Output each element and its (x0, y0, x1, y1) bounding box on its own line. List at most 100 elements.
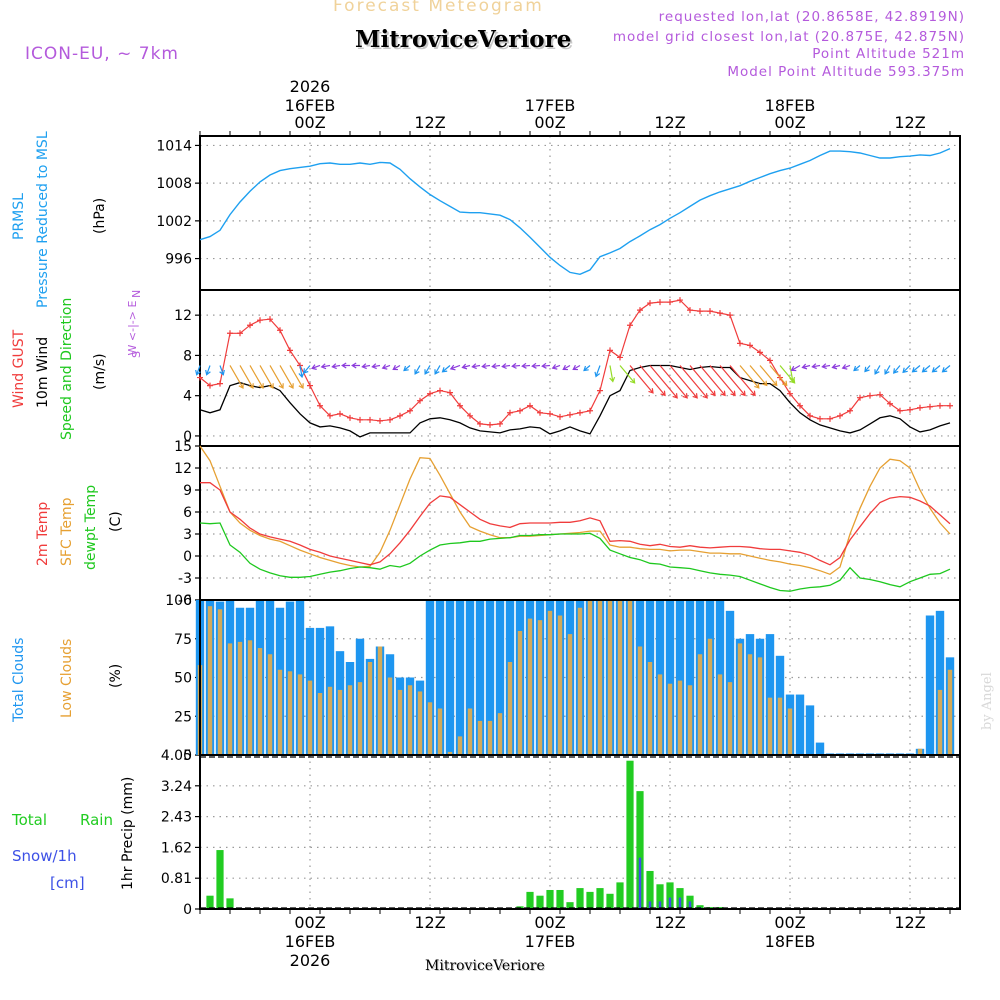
wind-gust-marker (887, 400, 893, 407)
total-cloud-bar (495, 600, 505, 755)
wind-direction-arrow (649, 365, 678, 399)
wind-gust-marker (717, 310, 723, 317)
wind-direction-arrow (679, 365, 708, 399)
pressure-frame (199, 135, 961, 291)
wind-gust-line (199, 299, 950, 426)
wind-gust-marker (377, 417, 383, 424)
pressure-line (199, 147, 951, 276)
y-tick-label: 12 (174, 308, 192, 324)
rain-bar (226, 898, 234, 909)
wind-gust-marker (547, 410, 553, 417)
temperature-panel: -6 -3 0 3 6 9 12 15 (174, 439, 961, 609)
wind-direction-arrow (759, 365, 778, 387)
total-cloud-bar (315, 627, 325, 755)
snow-bar (668, 897, 672, 909)
wind-direction-arrow (521, 362, 531, 369)
low-cloud-bar (437, 708, 443, 755)
wind-gust-marker (567, 411, 573, 418)
wind-gust-marker (437, 387, 443, 394)
rain-bar (626, 760, 634, 909)
rain-bar (216, 850, 224, 909)
rain-bar (666, 882, 674, 909)
wind-direction-arrow (659, 365, 688, 399)
snow-bar (638, 857, 642, 909)
rain-bar (596, 888, 604, 909)
low-cloud-bar (477, 720, 483, 755)
wind-gust-marker (417, 397, 423, 404)
rain-bar (636, 791, 644, 909)
wind-gust-marker (947, 402, 953, 409)
bottom-time-label: 17FEB (525, 932, 576, 951)
wind-direction-arrow (729, 365, 756, 397)
low-cloud-bar (387, 677, 393, 755)
low-cloud-bar (767, 697, 773, 755)
t2m-line (200, 482, 951, 566)
low-cloud-bar (587, 600, 593, 755)
total-cloud-bar (475, 600, 485, 755)
bottom-time-label: 18FEB (765, 932, 816, 951)
wind-direction-arrow (841, 364, 851, 370)
wind-direction-arrow (769, 365, 788, 387)
wind-direction-arrow (821, 363, 831, 370)
bottom-time-label: 2026 (290, 951, 331, 970)
wind-gust-marker (477, 420, 483, 427)
bottom-station-label: MitroviceVeriore (425, 958, 545, 974)
wind-direction-arrow (541, 362, 551, 369)
wind-direction-arrow (331, 363, 341, 370)
y-tick-label: 0 (183, 549, 192, 565)
wind-direction-arrow (884, 365, 891, 375)
wind-gust-marker (527, 402, 533, 409)
wind-gust-marker (237, 330, 243, 337)
total-cloud-bar (485, 600, 495, 755)
total-cloud-bar (685, 600, 695, 755)
low-cloud-bar (417, 691, 423, 755)
rain-bar (606, 893, 614, 909)
wind-speed-line (199, 364, 951, 438)
wind-direction-arrow (699, 365, 726, 397)
wind-direction-arrow (249, 365, 264, 389)
low-cloud-bar (497, 713, 503, 755)
precip-frame-overlay (199, 754, 961, 910)
wind-gust-marker (907, 406, 913, 413)
low-cloud-bar (467, 708, 473, 755)
pressure-label-long: Pressure Reduced to MSL (35, 131, 51, 308)
low-cloud-bar (737, 643, 743, 755)
wind-gust-marker (447, 389, 453, 396)
total-cloud-bar (675, 600, 685, 755)
wind-gust-marker (847, 407, 853, 414)
wind-gust-marker (877, 391, 883, 398)
wind-speed-label: 10m Wind (35, 337, 51, 408)
wind-direction-arrow (481, 363, 491, 370)
snow-bar (688, 901, 692, 909)
y-tick-label: 25 (174, 709, 192, 725)
low-cloud-bar (787, 708, 793, 755)
wind-gust-marker (247, 322, 253, 329)
wind-gust-marker (507, 409, 513, 416)
bottom-time-label: 00Z (294, 913, 325, 932)
low-cloud-bar (257, 648, 263, 755)
low-cloud-bar (717, 674, 723, 755)
y-tick-label: 4.05 (161, 748, 192, 764)
low-cloud-bar (647, 662, 653, 755)
wind-gust-marker (767, 357, 773, 364)
low-cloud-bar (627, 600, 633, 755)
wind-gust-marker (407, 407, 413, 414)
low-cloud-bar (407, 685, 413, 755)
wind-direction-arrow (403, 365, 411, 372)
total-cloud-bar (455, 600, 465, 755)
top-time-label: 00Z (774, 113, 805, 132)
low-cloud-bar (447, 751, 453, 755)
wind-direction-arrow (205, 365, 211, 376)
y-tick-label: 1014 (156, 138, 192, 154)
wind-gust-marker (837, 412, 843, 419)
wind-direction-arrow (341, 362, 350, 369)
wind-gust-marker (557, 413, 563, 420)
wind-direction-arrow (434, 365, 441, 375)
y-tick-label: 8 (183, 348, 192, 364)
wind-gust-marker (397, 412, 403, 419)
low-cloud-bar (947, 669, 953, 755)
low-cloud-bar (297, 674, 303, 755)
low-cloud-bar (487, 720, 493, 755)
y-tick-label: 0.81 (161, 871, 192, 887)
